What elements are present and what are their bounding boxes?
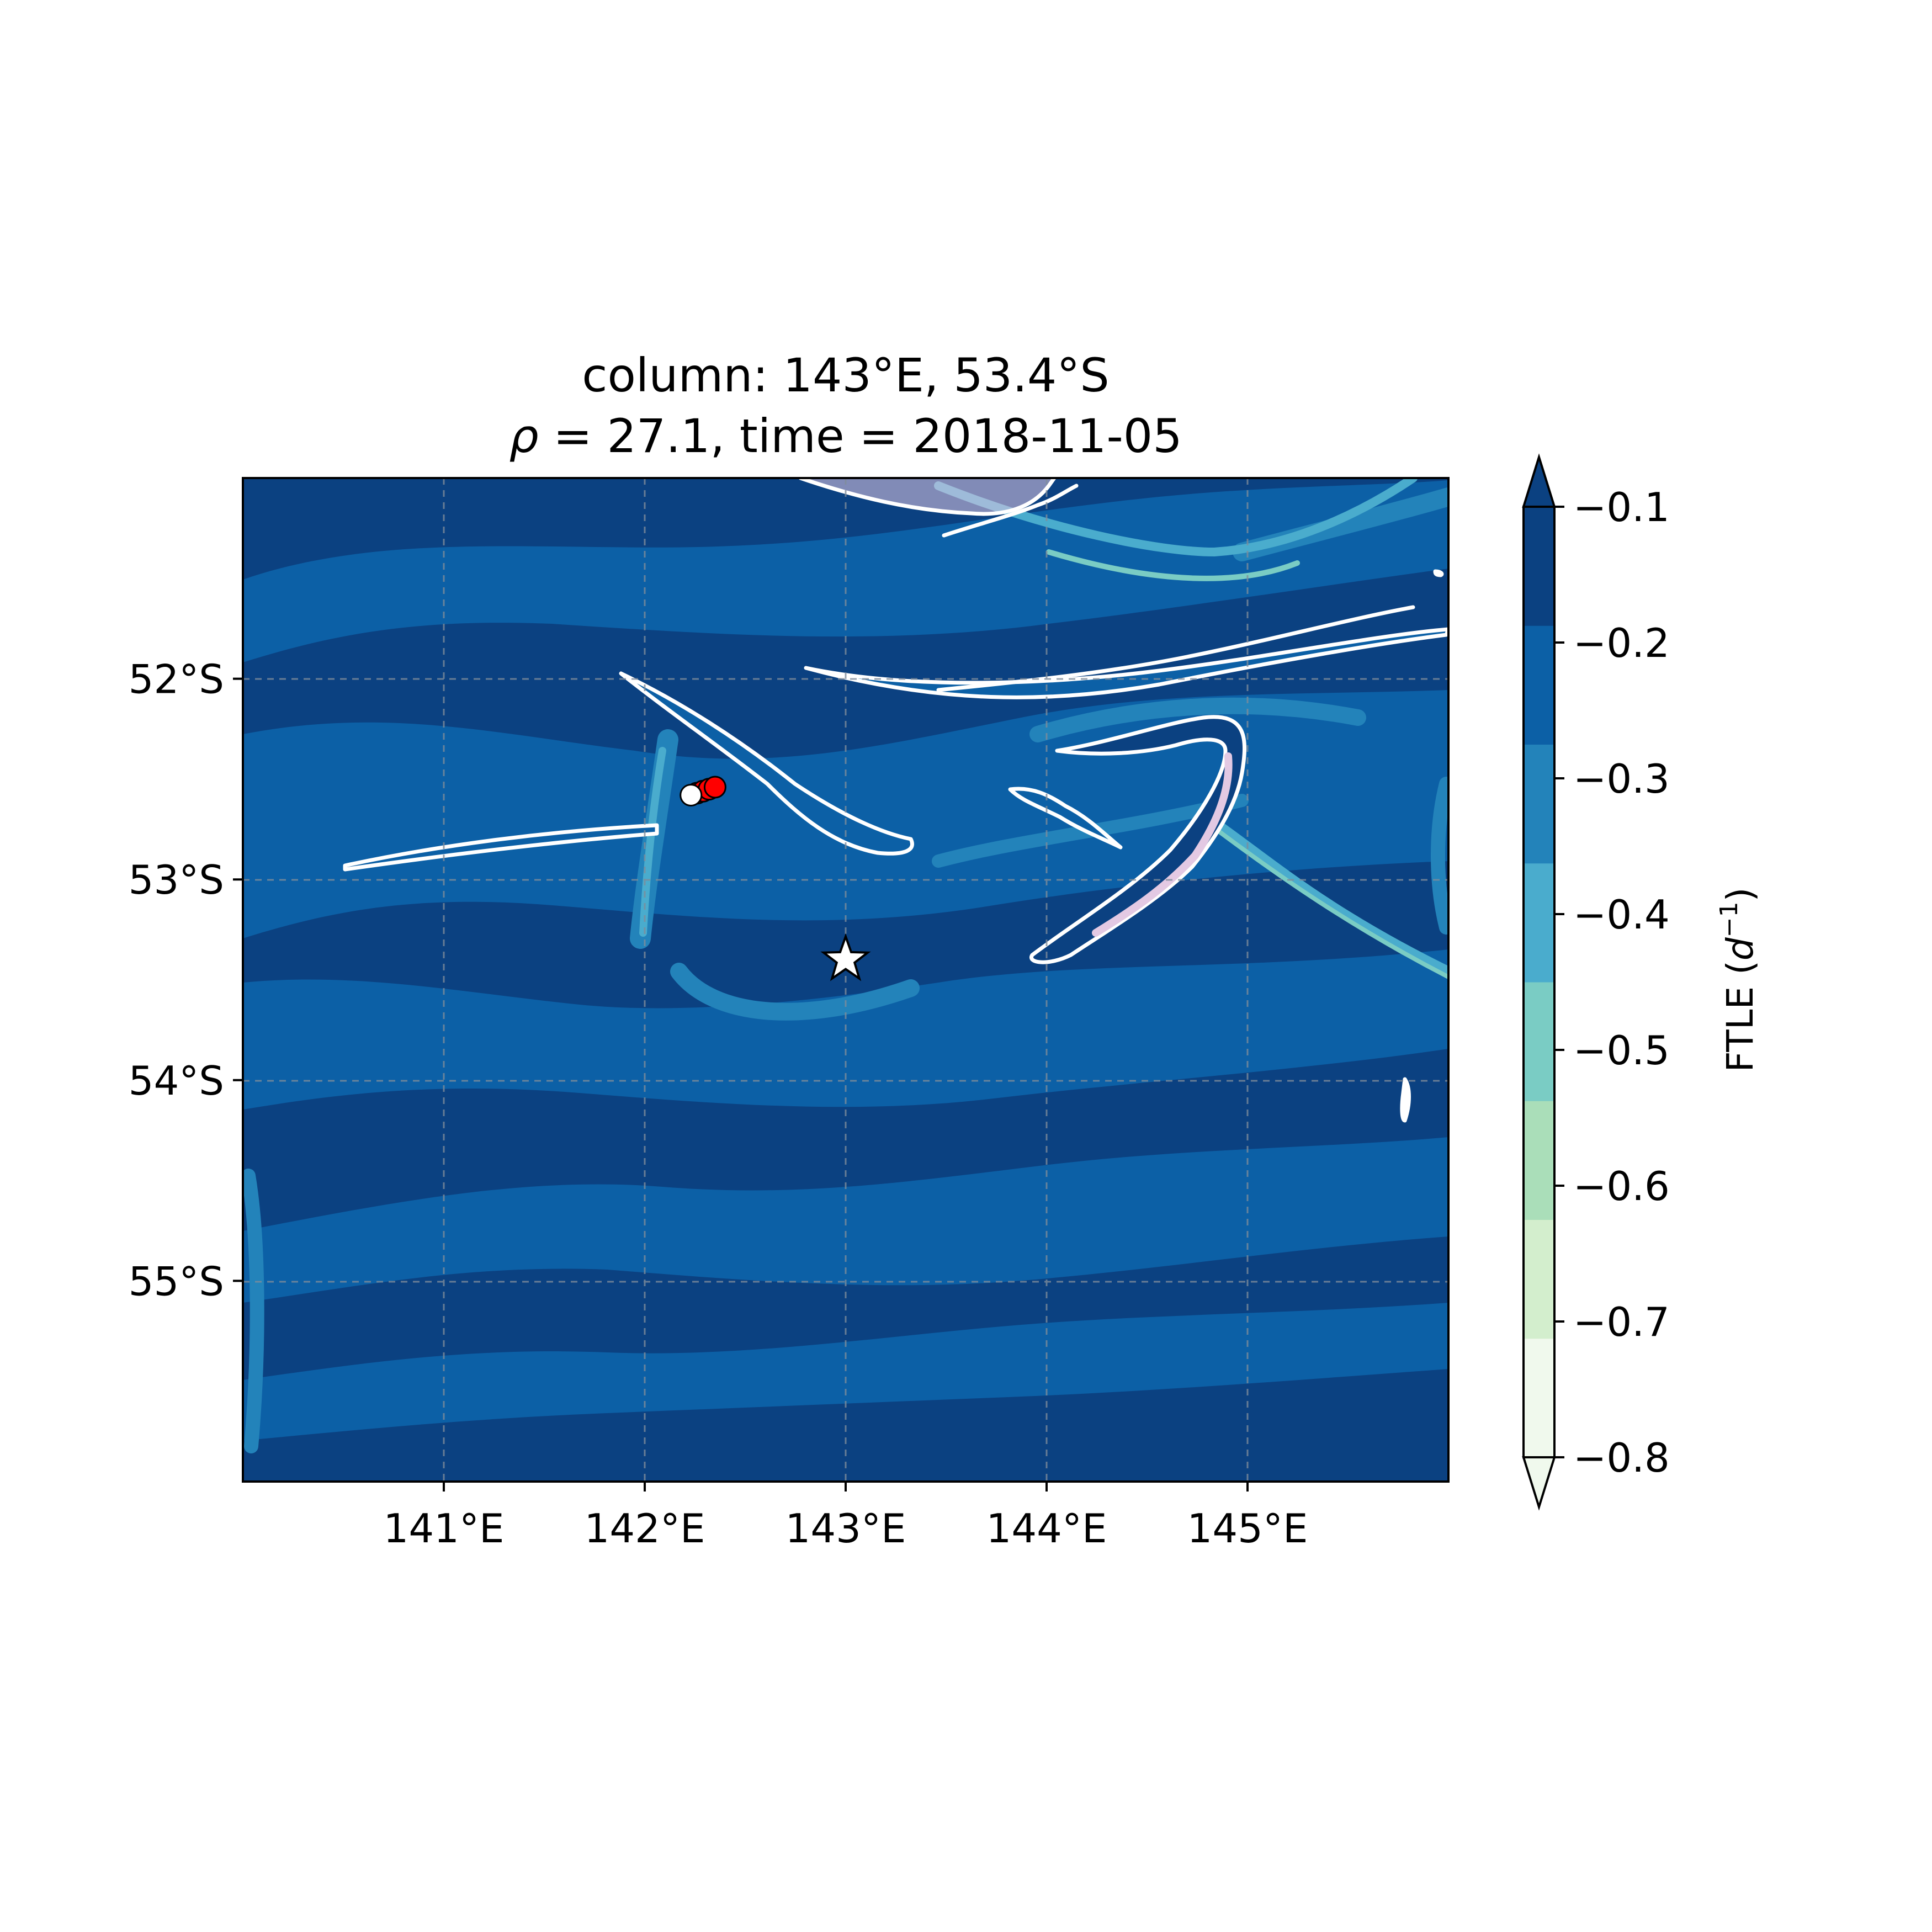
star-marker [820, 933, 871, 981]
white-point-marker [680, 783, 703, 806]
colorbar-segment [1524, 625, 1554, 745]
red-track-point [703, 776, 726, 799]
ftle-band-04 [639, 478, 1448, 979]
x-tick-label: 145°E [1187, 1505, 1308, 1552]
colorbar-tick-label: −0.8 [1573, 1435, 1670, 1481]
ftle-field [243, 478, 1448, 1482]
y-axis: 52°S 53°S 54°S 55°S [129, 656, 243, 1304]
x-tick-label: 142°E [585, 1505, 705, 1552]
colorbar-extend-bottom [1522, 1456, 1556, 1511]
colorbar-segment [1524, 744, 1554, 864]
colorbar-tick-label: −0.4 [1573, 891, 1670, 938]
colorbar-extend-top [1522, 453, 1556, 508]
colorbar-frame [1522, 506, 1556, 1458]
y-tick-label: 54°S [129, 1058, 224, 1104]
gridlines [243, 478, 1448, 1482]
colorbar-tick-label: −0.3 [1573, 756, 1670, 802]
colorbar-segment [1524, 982, 1554, 1101]
x-axis: 141°E 142°E 143°E 144°E 145°E [384, 1482, 1308, 1552]
colorbar-tick-label: −0.7 [1573, 1299, 1670, 1345]
colorbar-segment [1524, 1101, 1554, 1220]
x-tick-label: 141°E [384, 1505, 505, 1552]
colorbar-tick-label: −0.2 [1573, 620, 1670, 666]
colorbar-tick-label: −0.5 [1573, 1027, 1670, 1074]
colorbar-segment [1524, 1338, 1554, 1458]
colorbar-segment [1524, 507, 1554, 626]
colorbar [1522, 453, 1556, 1511]
colorbar-label: FTLE (d−1) [1715, 888, 1761, 1073]
colorbar-tick-label: −0.1 [1573, 484, 1670, 530]
x-tick-label: 143°E [785, 1505, 906, 1552]
title-line-2-text: = 27.1, time = 2018-11-05 [538, 409, 1182, 463]
colorbar-ticks: −0.1 −0.2 −0.3 −0.4 −0.5 −0.6 −0.7 −0.8 [1554, 484, 1670, 1481]
contour-lines [343, 478, 1448, 1123]
colorbar-tick-label: −0.6 [1573, 1163, 1670, 1209]
y-tick-label: 53°S [129, 857, 224, 903]
chart-title-line-2: ρ = 27.1, time = 2018-11-05 [509, 413, 1182, 459]
y-tick-label: 55°S [129, 1258, 224, 1304]
colorbar-segment [1524, 863, 1554, 983]
colorbar-segment [1524, 1219, 1554, 1339]
rho-symbol: ρ [509, 409, 539, 463]
x-tick-label: 144°E [986, 1505, 1107, 1552]
y-tick-label: 52°S [129, 656, 224, 703]
chart-title-line-1: column: 143°E, 53.4°S [582, 348, 1110, 402]
